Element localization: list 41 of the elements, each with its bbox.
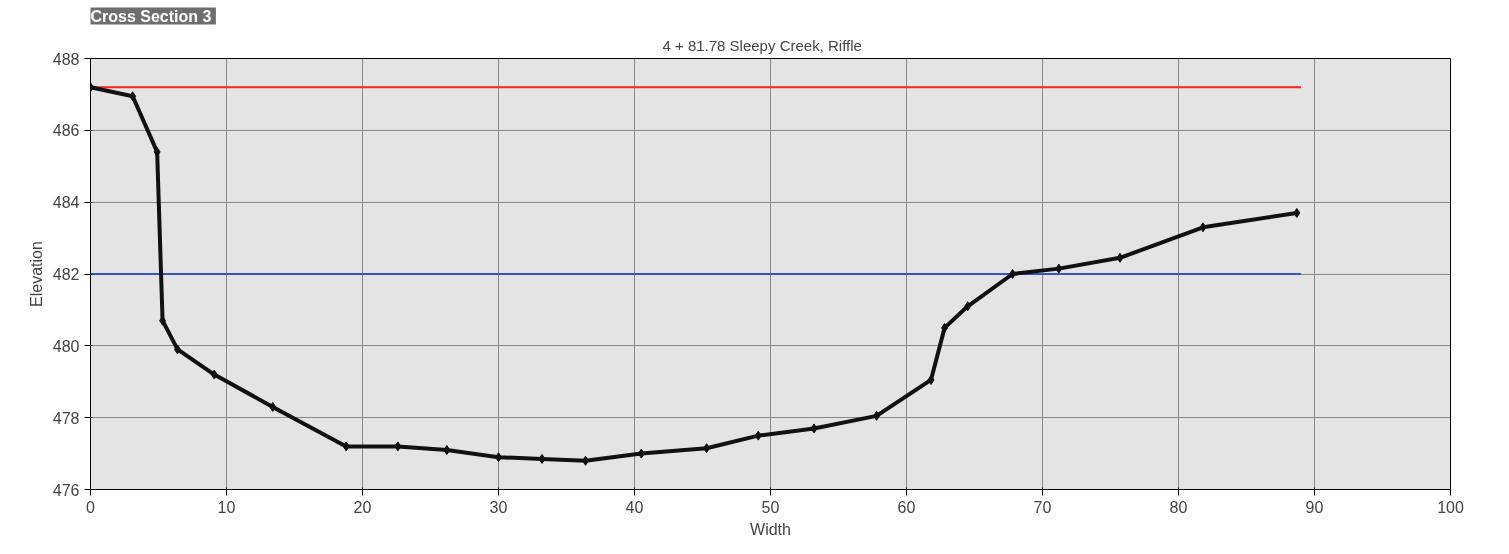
point <box>964 301 972 312</box>
point <box>129 91 137 102</box>
point <box>1293 207 1301 218</box>
chart-subtitle: 4 + 81.78 Sleepy Creek, Riffle <box>662 36 862 54</box>
point <box>443 444 451 455</box>
point <box>1199 222 1207 233</box>
point <box>873 410 881 421</box>
point <box>210 369 218 380</box>
y-tick-label: 488 <box>52 50 80 68</box>
x-tick-label: 80 <box>1169 498 1188 516</box>
point <box>941 322 949 333</box>
point <box>269 401 277 412</box>
x-tick-label: 100 <box>1437 498 1464 516</box>
x-tick-label: 0 <box>86 498 96 516</box>
x-axis-title: Width <box>750 520 791 538</box>
y-tick-label: 484 <box>52 194 80 212</box>
point <box>342 441 350 452</box>
point <box>1055 263 1063 274</box>
x-tick-label: 70 <box>1033 498 1052 516</box>
x-tick-label: 30 <box>489 498 508 516</box>
y-tick-label: 478 <box>52 409 80 427</box>
point <box>1116 252 1124 263</box>
y-tick-label: 476 <box>52 481 80 499</box>
point <box>174 344 182 355</box>
y-tick-label: 482 <box>52 266 80 283</box>
y-tick-label: 480 <box>52 337 80 355</box>
x-tick-label: 10 <box>217 498 236 516</box>
point <box>538 453 546 464</box>
y-tick-label: 486 <box>52 122 80 140</box>
x-tick-label: 50 <box>761 498 780 516</box>
x-tick-label: 40 <box>625 498 644 516</box>
y-axis-title: Elevation <box>27 241 45 307</box>
point <box>703 443 711 454</box>
x-tick-label: 90 <box>1305 498 1324 516</box>
point <box>754 430 762 441</box>
point <box>927 374 935 385</box>
x-tick-label: 20 <box>353 498 372 516</box>
chart-title: Cross Section 3 <box>90 7 212 25</box>
x-tick-label: 60 <box>897 498 916 516</box>
point <box>810 423 818 434</box>
point <box>394 441 402 452</box>
